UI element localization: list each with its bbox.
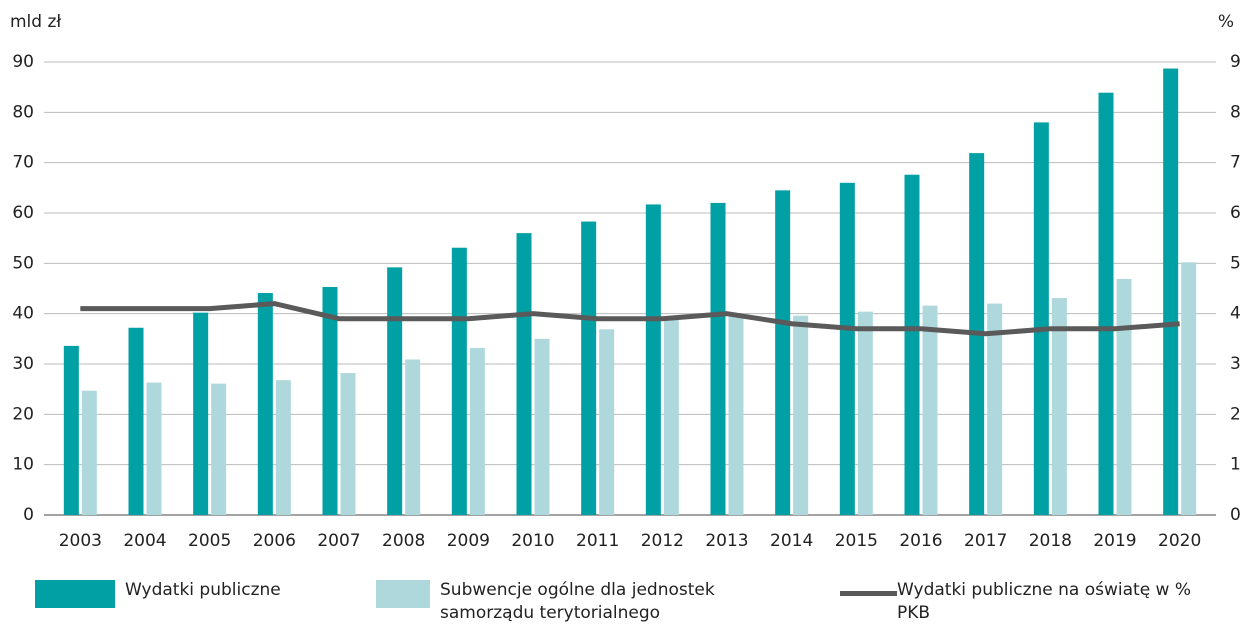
bar <box>710 202 726 515</box>
y-tick-label: 80 <box>12 102 34 122</box>
y-tick-label: 0 <box>23 505 34 525</box>
y-tick-label: 30 <box>12 354 34 374</box>
y-tick-label: 50 <box>12 253 34 273</box>
bar <box>581 221 597 515</box>
x-tick-label: 2012 <box>641 531 684 551</box>
bar <box>663 319 679 515</box>
x-tick-label: 2017 <box>964 531 1007 551</box>
bar <box>857 311 873 515</box>
bar <box>193 312 209 515</box>
y2-tick-label: 7 <box>1230 153 1241 173</box>
legend-swatch <box>840 591 897 596</box>
x-tick-label: 2010 <box>511 531 554 551</box>
legend-label: Subwencje ogólne dla jednostek samorządu… <box>440 580 715 623</box>
bar <box>146 382 162 515</box>
legend-swatch <box>35 580 115 608</box>
bar <box>839 182 855 516</box>
x-tick-label: 2003 <box>59 531 102 551</box>
bar <box>128 327 144 515</box>
bar <box>1051 298 1067 515</box>
y-tick-label: 40 <box>12 304 34 324</box>
legend-item: Subwencje ogólne dla jednostek samorządu… <box>376 580 770 625</box>
bar <box>1116 278 1132 515</box>
y2-tick-label: 4 <box>1230 304 1241 324</box>
y-tick-label: 20 <box>12 404 34 424</box>
bar <box>211 383 227 515</box>
line <box>80 301 1180 337</box>
bar <box>451 247 467 516</box>
bar <box>469 347 485 515</box>
y2-tick-label: 1 <box>1230 455 1241 475</box>
legend-label: Wydatki publiczne <box>125 580 281 600</box>
y2-tick-label: 3 <box>1230 354 1241 374</box>
x-tick-label: 2011 <box>576 531 619 551</box>
bar <box>1033 122 1049 516</box>
y2-tick-label: 8 <box>1230 102 1241 122</box>
y2-tick-label: 9 <box>1230 52 1241 72</box>
y2-axis-title: % <box>1218 12 1234 32</box>
bar <box>257 293 273 515</box>
x-tick-label: 2007 <box>317 531 360 551</box>
y-tick-label: 60 <box>12 203 34 223</box>
x-tick-label: 2009 <box>447 531 490 551</box>
bar <box>645 204 661 515</box>
y2-tick-label: 6 <box>1230 203 1241 223</box>
y-tick-label: 70 <box>12 153 34 173</box>
bar <box>793 315 809 515</box>
bar <box>534 338 550 515</box>
bar <box>81 390 97 515</box>
legend-item: Wydatki publiczne <box>35 580 325 608</box>
legend-swatch <box>376 580 430 608</box>
x-tick-label: 2019 <box>1093 531 1136 551</box>
y2-tick-label: 5 <box>1230 253 1241 273</box>
bar <box>63 345 79 515</box>
x-tick-label: 2005 <box>188 531 231 551</box>
bar <box>516 233 532 515</box>
x-tick-label: 2015 <box>835 531 878 551</box>
y-tick-label: 10 <box>12 455 34 475</box>
bar <box>1098 92 1114 515</box>
x-tick-label: 2004 <box>123 531 166 551</box>
x-tick-label: 2016 <box>899 531 942 551</box>
x-tick-label: 2008 <box>382 531 425 551</box>
x-tick-label: 2006 <box>253 531 296 551</box>
bar <box>405 359 421 515</box>
bar <box>275 380 291 515</box>
x-tick-label: 2020 <box>1158 531 1201 551</box>
legend-item: Wydatki publiczne na oświatę w % PKB <box>840 580 1197 625</box>
y2-tick-label: 0 <box>1230 505 1241 525</box>
bar <box>1181 262 1197 515</box>
x-tick-label: 2014 <box>770 531 813 551</box>
x-tick-label: 2013 <box>705 531 748 551</box>
bar <box>1163 68 1179 515</box>
legend-label: Wydatki publiczne na oświatę w % PKB <box>897 580 1192 623</box>
bar <box>775 190 791 515</box>
y-tick-label: 90 <box>12 52 34 72</box>
bar <box>322 286 338 515</box>
bar <box>599 329 615 515</box>
bar <box>728 314 744 515</box>
bar <box>904 174 920 515</box>
y2-tick-label: 2 <box>1230 404 1241 424</box>
bar <box>340 373 356 515</box>
bar <box>987 303 1003 515</box>
x-tick-label: 2018 <box>1029 531 1072 551</box>
bar <box>922 305 938 515</box>
y-axis-title: mld zł <box>10 12 61 32</box>
bar <box>387 267 403 515</box>
